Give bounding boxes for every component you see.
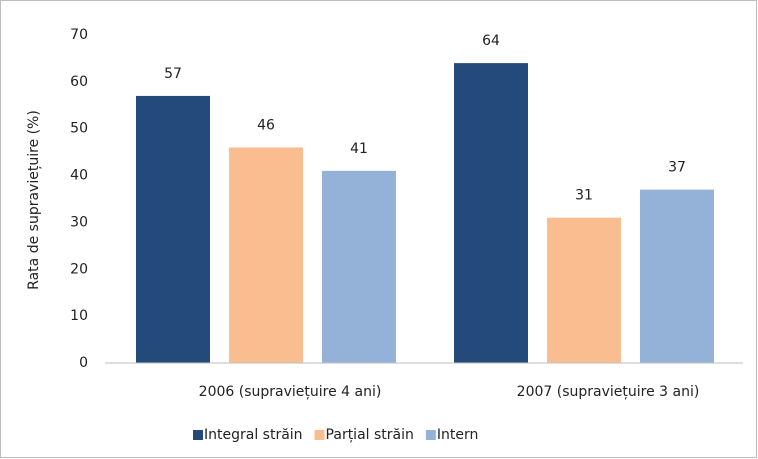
legend-swatch xyxy=(425,430,436,440)
legend-label: Integral străin xyxy=(204,427,303,443)
x-tick-label: 2006 (supraviețuire 4 ani) xyxy=(199,384,382,400)
data-label: 57 xyxy=(164,66,182,82)
data-label: 41 xyxy=(350,141,368,157)
legend-label: Parțial străin xyxy=(326,427,414,443)
y-tick-label: 0 xyxy=(79,355,88,371)
legend-label: Intern xyxy=(437,427,479,443)
bar xyxy=(136,95,210,364)
bar xyxy=(229,147,303,363)
data-label: 31 xyxy=(575,188,593,204)
bar xyxy=(640,189,714,363)
bar xyxy=(547,217,621,363)
legend-swatch xyxy=(314,430,325,440)
data-label: 64 xyxy=(482,33,500,49)
y-tick-label: 70 xyxy=(70,27,88,43)
legend-swatch xyxy=(193,430,203,440)
y-axis-label: Rata de supraviețuire (%) xyxy=(26,110,42,290)
y-tick-label: 10 xyxy=(70,308,88,324)
data-label: 37 xyxy=(668,160,686,176)
data-label: 46 xyxy=(257,117,275,133)
y-tick-label: 50 xyxy=(70,121,88,137)
x-tick-label: 2007 (supraviețuire 3 ani) xyxy=(517,384,700,400)
bar xyxy=(454,63,528,363)
y-tick-label: 20 xyxy=(70,261,88,277)
bar xyxy=(322,170,396,363)
y-tick-label: 40 xyxy=(70,168,88,184)
y-tick-label: 60 xyxy=(70,74,88,90)
y-tick-label: 30 xyxy=(70,214,88,230)
